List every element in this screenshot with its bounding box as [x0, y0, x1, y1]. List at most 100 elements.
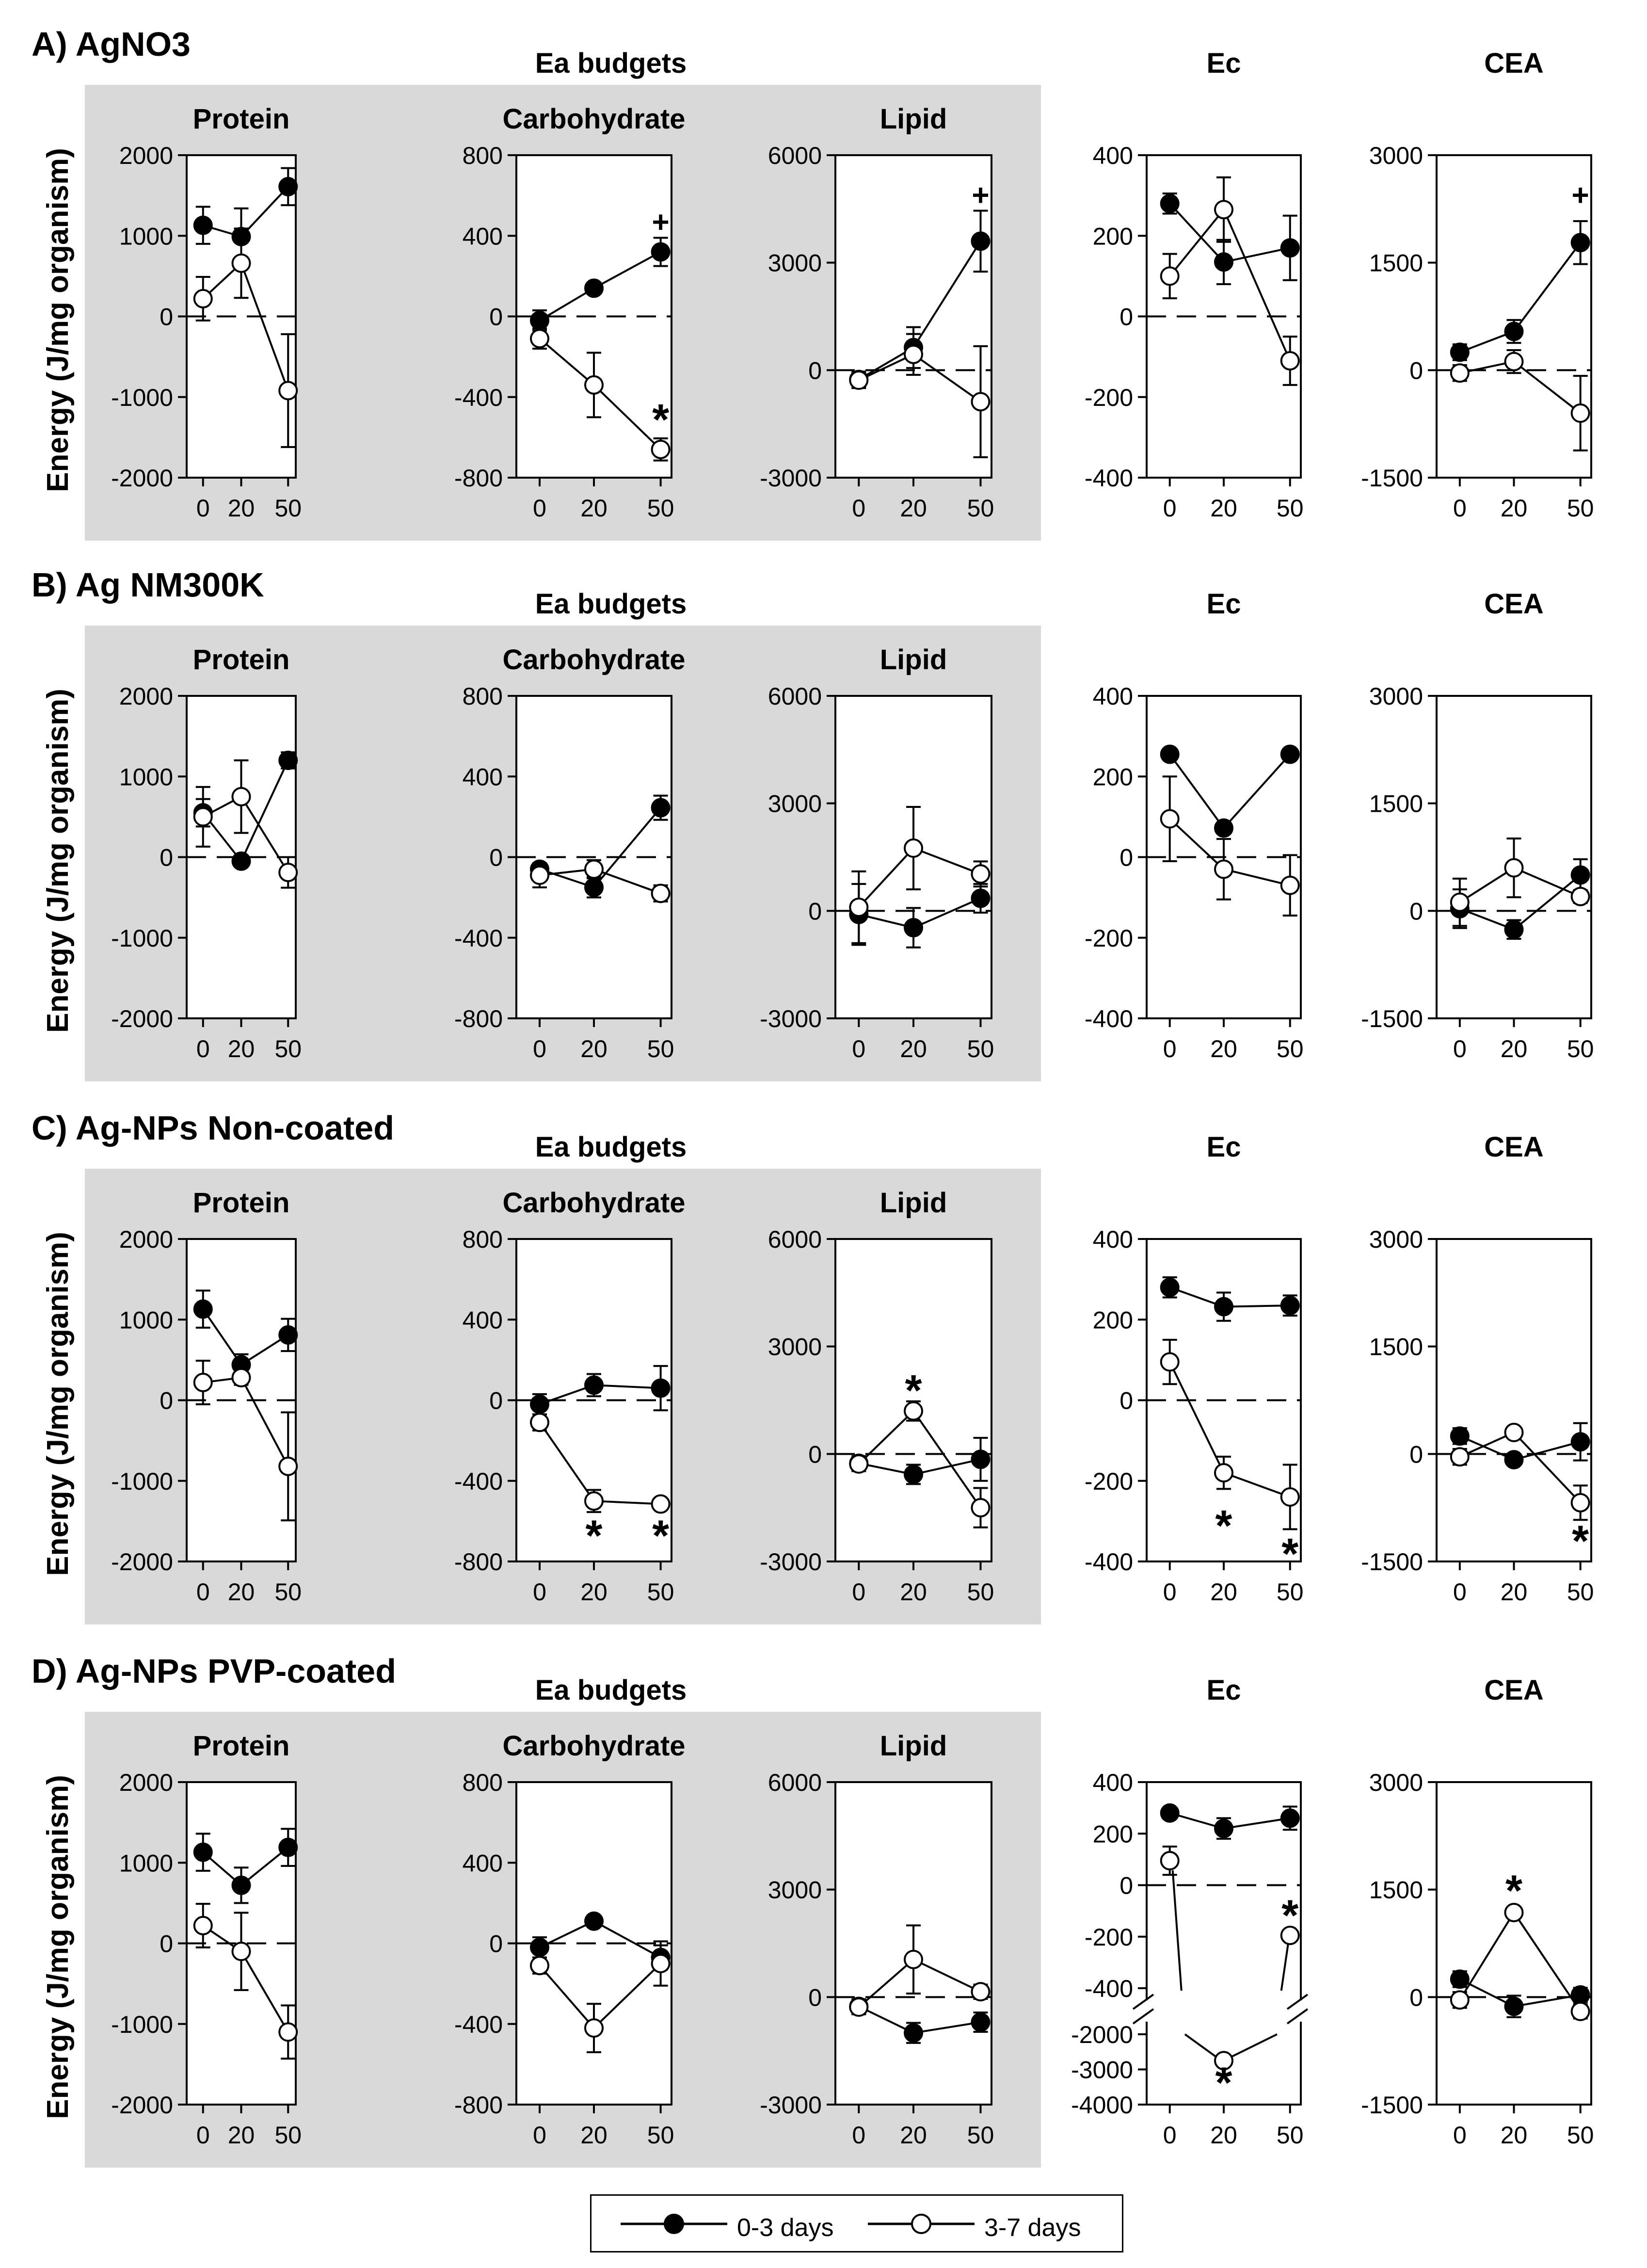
data-point-3-7-days [651, 1954, 671, 1974]
y-tick-label: 1500 [1369, 250, 1423, 277]
y-tick-label: 0 [160, 844, 173, 871]
data-point-3-7-days [530, 1413, 549, 1432]
y-tick-label: -800 [454, 1548, 503, 1576]
y-tick-label: 0 [808, 357, 822, 384]
data-point-0-3-days [278, 751, 298, 770]
y-tick-label: -1500 [1361, 1005, 1423, 1032]
data-point-0-3-days [1570, 1432, 1590, 1452]
row-d: D) Ag-NPs PVP-coated Ea budgets Energy (J/… [32, 1652, 1594, 2168]
x-tick-label: 0 [852, 2122, 865, 2149]
data-point-3-7-days [1214, 200, 1233, 220]
group-label: Ea budgets [535, 588, 687, 620]
y-tick-label: -2000 [1071, 2021, 1133, 2048]
panel-carbohydrate: Carbohydrate -800 -400 0 400 800 0 20 50 * * [454, 1187, 686, 1606]
x-tick-label: 0 [196, 1035, 210, 1062]
data-point-0-3-days [530, 1394, 549, 1414]
data-point-0-3-days [1504, 1996, 1524, 2016]
row-title: D) Ag-NPs PVP-coated [32, 1652, 396, 1690]
y-axis-label: Energy (J/mg organism) [41, 1775, 75, 2119]
plot-frame [1436, 1781, 1592, 2106]
data-point-0-3-days [1280, 1808, 1300, 1828]
x-tick-label: 50 [647, 1035, 674, 1062]
x-tick-label: 0 [852, 1035, 865, 1062]
y-tick-label: -400 [1085, 1975, 1133, 2002]
row-title: A) AgNO3 [32, 25, 191, 63]
group-label: Ea budgets [535, 1674, 687, 1706]
y-tick-label: 0 [160, 1930, 173, 1958]
x-tick-label: 0 [852, 495, 865, 522]
panel-protein: Protein -2000 -1000 0 1000 2000 0 20 50 [111, 103, 302, 522]
y-tick-label: -400 [454, 384, 503, 411]
significance-plus: + [652, 206, 669, 239]
data-point-0-3-days [1450, 1426, 1470, 1446]
y-tick-label: 1000 [119, 1306, 173, 1334]
data-point-3-7-days [971, 392, 991, 412]
data-point-0-3-days [231, 851, 251, 871]
data-point-0-3-days [904, 2023, 923, 2043]
y-tick-label: 2000 [119, 1769, 173, 1796]
data-point-0-3-days [1280, 238, 1300, 258]
data-point-3-7-days [904, 838, 923, 858]
y-tick-label: -1500 [1361, 2091, 1423, 2119]
y-tick-label: 0 [1409, 898, 1423, 925]
x-tick-label: 20 [1501, 1578, 1528, 1606]
data-point-0-3-days [651, 242, 671, 262]
y-tick-label: 3000 [768, 250, 822, 277]
x-tick-label: 0 [852, 1578, 865, 1606]
x-tick-label: 0 [533, 495, 546, 522]
panel-title: Ec [1207, 48, 1241, 79]
x-tick-label: 20 [580, 495, 608, 522]
x-tick-label: 20 [900, 2122, 927, 2149]
data-point-0-3-days [971, 231, 991, 251]
y-tick-label: 400 [1093, 683, 1133, 710]
data-point-3-7-days [193, 289, 213, 308]
y-tick-label: -200 [1085, 384, 1133, 411]
x-tick-label: 50 [1567, 2122, 1594, 2149]
x-tick-label: 50 [967, 1035, 994, 1062]
data-point-3-7-days [1160, 809, 1180, 829]
x-tick-label: 50 [647, 495, 674, 522]
data-point-0-3-days [1214, 252, 1233, 272]
panel-title: Ec [1207, 1131, 1241, 1163]
data-point-3-7-days [1450, 363, 1470, 383]
x-tick-label: 0 [1453, 495, 1467, 522]
data-point-0-3-days [278, 1837, 298, 1857]
significance-asterisk: * [1505, 1866, 1522, 1915]
x-tick-label: 0 [1163, 1578, 1177, 1606]
data-point-3-7-days [231, 1942, 251, 1962]
data-point-0-3-days [971, 888, 991, 908]
data-point-3-7-days [1504, 352, 1524, 371]
data-point-3-7-days [1160, 1851, 1180, 1871]
y-tick-label: -1000 [111, 2011, 173, 2038]
y-tick-label: 3000 [1369, 683, 1423, 710]
plot-frame [834, 1238, 992, 1562]
x-tick-label: 20 [580, 2122, 608, 2149]
panel-title: CEA [1484, 1131, 1543, 1163]
data-point-3-7-days [278, 2022, 298, 2042]
y-tick-label: -3000 [760, 1548, 822, 1576]
data-point-3-7-days [1504, 1423, 1524, 1442]
x-tick-label: 20 [1210, 1578, 1237, 1606]
panel-title: Ec [1207, 588, 1241, 620]
y-tick-label: 0 [1119, 844, 1133, 871]
y-tick-label: -4000 [1071, 2091, 1133, 2119]
y-tick-label: 2000 [119, 1226, 173, 1253]
x-tick-label: 20 [900, 1035, 927, 1062]
y-tick-label: 3000 [768, 1334, 822, 1361]
x-tick-label: 0 [196, 495, 210, 522]
x-tick-label: 20 [1210, 2122, 1237, 2149]
x-tick-label: 50 [647, 2122, 674, 2149]
y-tick-label: 400 [1093, 1769, 1133, 1796]
x-tick-label: 20 [580, 1578, 608, 1606]
data-point-0-3-days [1214, 818, 1233, 838]
axis-break-gap [1132, 2000, 1315, 2022]
panel-title: Lipid [880, 644, 947, 676]
x-tick-label: 20 [228, 1578, 255, 1606]
x-tick-label: 20 [900, 1578, 927, 1606]
legend: 0-3 days 3-7 days [590, 2194, 1123, 2252]
data-point-0-3-days [1214, 1818, 1233, 1838]
y-tick-label: 0 [1409, 357, 1423, 384]
y-tick-label: -400 [454, 1468, 503, 1495]
y-tick-label: 3000 [768, 1877, 822, 1904]
